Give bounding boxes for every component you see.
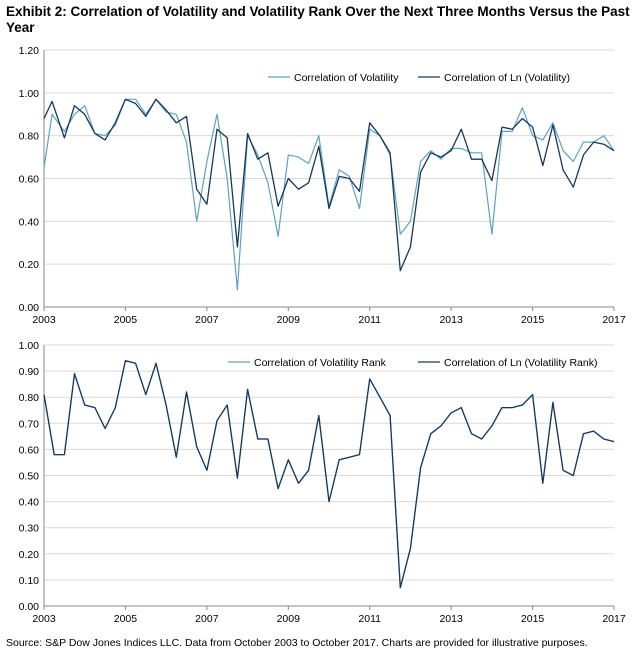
y-tick-label: 0.40: [19, 497, 40, 509]
x-tick-label: 2015: [521, 314, 545, 326]
legend: Correlation of Volatility Correlation of …: [268, 72, 570, 84]
series-line-light: [43, 98, 615, 291]
legend-item: Correlation of Ln (Volatility Rank): [418, 357, 598, 369]
series-line-dark: [43, 98, 615, 272]
y-tick-label: 0.90: [19, 366, 40, 378]
x-tick-label: 2011: [358, 314, 381, 326]
legend-item: Correlation of Volatility: [268, 72, 399, 84]
legend-label: Correlation of Volatility: [294, 72, 399, 84]
source-note: Source: S&P Dow Jones Indices LLC. Data …: [6, 637, 588, 649]
y-tick-label: 0.70: [19, 418, 40, 430]
y-tick-label: 0.80: [19, 131, 40, 143]
legend-item: Correlation of Volatility Rank: [228, 357, 387, 369]
legend-label: Correlation of Ln (Volatility Rank): [444, 357, 598, 369]
y-tick-label: 0.50: [19, 471, 40, 483]
y-tick-label: 0.60: [19, 174, 40, 186]
x-tick-label: 2005: [114, 613, 138, 625]
gridlines: [44, 344, 614, 581]
y-tick-label: 0.80: [19, 392, 40, 404]
legend-label: Correlation of Volatility Rank: [254, 357, 387, 369]
x-tick-label: 2003: [32, 314, 56, 326]
y-tick-label: 0.60: [19, 444, 40, 456]
volatility-rank-correlation-chart: 0.00 0.10 0.20 0.30 0.40 0.50 0.60 0.70 0.80 0.90…: [19, 340, 626, 625]
x-tick-label: 2005: [114, 314, 138, 326]
chart-title: Exhibit 2: Correlation of Volatility and…: [6, 4, 630, 35]
x-tick-label: 2015: [521, 613, 545, 625]
series-lines: [43, 98, 615, 291]
y-tick-label: 0.20: [19, 549, 40, 561]
x-tick-label: 2011: [358, 613, 381, 625]
x-tick-label: 2013: [439, 314, 463, 326]
axes: 0.00 0.20 0.40 0.60 0.80 1.00 1.20 2003 2005 2007…: [19, 45, 626, 326]
legend-label: Correlation of Ln (Volatility): [444, 72, 570, 84]
series-lines: [43, 360, 615, 589]
y-tick-label: 0.30: [19, 523, 40, 535]
x-tick-label: 2009: [277, 314, 301, 326]
x-tick-label: 2007: [195, 314, 219, 326]
x-tick-label: 2017: [602, 314, 626, 326]
y-tick-label: 1.20: [19, 45, 40, 57]
x-tick-label: 2003: [32, 613, 56, 625]
y-tick-label: 0.00: [19, 302, 40, 314]
legend-item: Correlation of Ln (Volatility): [418, 72, 570, 84]
x-tick-label: 2007: [195, 613, 219, 625]
x-tick-label: 2017: [602, 613, 626, 625]
x-tick-label: 2009: [277, 613, 301, 625]
series-line-dark: [43, 360, 615, 589]
y-tick-label: 0.40: [19, 216, 40, 228]
y-tick-label: 0.00: [19, 601, 40, 613]
y-tick-label: 0.10: [19, 575, 40, 587]
volatility-correlation-chart: 0.00 0.20 0.40 0.60 0.80 1.00 1.20 2003 2005 2007…: [19, 45, 626, 326]
y-tick-label: 0.20: [19, 259, 40, 271]
y-tick-label: 1.00: [19, 88, 40, 100]
y-tick-label: 1.00: [19, 340, 40, 352]
axes: 0.00 0.10 0.20 0.30 0.40 0.50 0.60 0.70 0.80 0.90…: [19, 340, 626, 625]
x-tick-label: 2013: [439, 613, 463, 625]
legend: Correlation of Volatility Rank Correlatio…: [228, 357, 598, 369]
gridlines: [44, 49, 614, 265]
